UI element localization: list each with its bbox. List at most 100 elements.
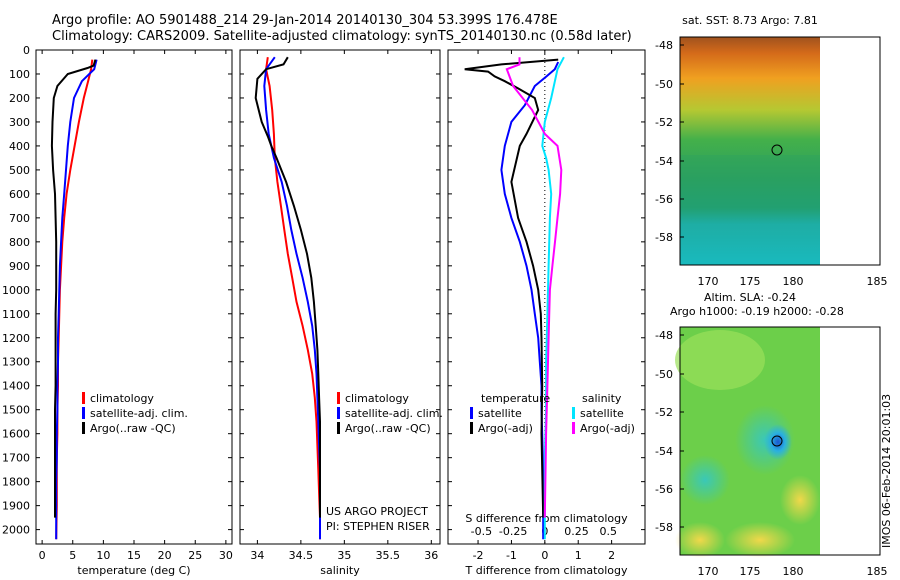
salinity-plot-frame: [239, 49, 441, 545]
temperature-legend-argo-swatch: [82, 422, 85, 434]
depth-tick-label: 400: [9, 140, 30, 153]
difference-legend-temperature-title: temperature: [481, 392, 550, 405]
salinity-legend-satellite-label: satellite-adj. clim.: [345, 407, 443, 420]
salinity-legend-argo-label: Argo(..raw -QC): [345, 422, 431, 435]
salinity-series-climatology: [265, 57, 321, 540]
temperature-legend-argo-label: Argo(..raw -QC): [90, 422, 176, 435]
depth-tick-label: 800: [9, 236, 30, 249]
depth-tick-label: 1200: [2, 332, 30, 345]
depth-tick-label: 1300: [2, 356, 30, 369]
depth-tick-label: 200: [9, 92, 30, 105]
sla-map-shading: [764, 424, 792, 460]
sst-map-lat-tick-label: -54: [655, 155, 673, 168]
sst-map-shading: [680, 155, 820, 265]
difference-x-axis-label: T difference from climatology: [465, 564, 628, 577]
sla-map-lat-tick-label: -56: [655, 483, 673, 496]
temperature-legend-climatology-label: climatology: [90, 392, 154, 405]
sla-map-shading: [680, 455, 730, 505]
sla-map-lon-tick-label: 180: [783, 565, 804, 578]
title-line-2: Climatology: CARS2009. Satellite-adjuste…: [52, 29, 632, 44]
difference-plot-frame: [447, 49, 646, 545]
sst-map-lat-tick-label: -48: [655, 39, 673, 52]
sst-map-lat-tick-label: -58: [655, 231, 673, 244]
difference-series-salinity-argo-adj-: [505, 57, 563, 518]
difference-legend-s-satellite-label: satellite: [580, 407, 624, 420]
sla-map-shading: [725, 522, 795, 558]
sst-map-field: [680, 37, 820, 265]
sla-map-lon-tick-label: 185: [867, 565, 888, 578]
temperature-legend-satellite-label: satellite-adj. clim.: [90, 407, 188, 420]
pi-label: PI: STEPHEN RISER: [326, 520, 430, 533]
depth-tick-label: 1600: [2, 428, 30, 441]
timestamp-text: IMOS 06-Feb-2014 20:01:03: [880, 394, 893, 548]
sla-map-lat-tick-label: -58: [655, 521, 673, 534]
difference-legend-t-argo-label: Argo(-adj): [478, 422, 533, 435]
salinity-legend-climatology-swatch: [337, 392, 340, 404]
temperature-x-tick-label: 15: [127, 549, 141, 562]
salinity-difference-tick-label: 0.25: [564, 525, 589, 538]
difference-x-tick-label: 0: [541, 549, 548, 562]
sst-map-lat-tick-label: -52: [655, 116, 673, 129]
depth-tick-label: 1900: [2, 500, 30, 513]
temperature-series-argo-raw-qc-: [50, 59, 97, 518]
difference-legend-s-satellite-swatch: [572, 407, 575, 419]
salinity-series-satellite-adj-clim-: [263, 56, 321, 540]
salinity-difference-axis-label: S difference from climatology: [465, 512, 628, 525]
temperature-x-tick-label: 20: [158, 549, 172, 562]
difference-legend-t-argo-swatch: [470, 422, 473, 434]
difference-legend-s-argo-label: Argo(-adj): [580, 422, 635, 435]
sla-map-title-2: Argo h1000: -0.19 h2000: -0.28: [670, 305, 844, 318]
difference-legend-s-argo-swatch: [572, 422, 575, 434]
salinity-legend-satellite-swatch: [337, 407, 340, 419]
sst-map-lat-tick-label: -56: [655, 193, 673, 206]
salinity-x-tick-label: 35.5: [376, 549, 401, 562]
depth-tick-label: 1100: [2, 308, 30, 321]
sla-map-lat-tick-label: -54: [655, 445, 673, 458]
salinity-x-tick-label: 35: [337, 549, 351, 562]
sla-map-lat-tick-label: -48: [655, 329, 673, 342]
difference-x-tick-label: 2: [608, 549, 615, 562]
temperature-plot-frame: [35, 49, 233, 545]
depth-tick-label: 2000: [2, 524, 30, 537]
temperature-legend-satellite-swatch: [82, 407, 85, 419]
depth-tick-label: 1400: [2, 380, 30, 393]
difference-legend-t-satellite-swatch: [470, 407, 473, 419]
title-line-1: Argo profile: AO 5901488_214 29-Jan-2014…: [52, 13, 558, 28]
salinity-x-tick-label: 36: [424, 549, 438, 562]
sla-map-lat-tick-label: -50: [655, 368, 673, 381]
sla-map-shading: [675, 330, 765, 390]
depth-tick-label: 1700: [2, 452, 30, 465]
sla-map-frame: [679, 326, 881, 556]
sst-map-title: sat. SST: 8.73 Argo: 7.81: [682, 14, 818, 27]
depth-tick-label: 700: [9, 212, 30, 225]
sla-map-shading: [780, 475, 820, 525]
salinity-x-axis-label: salinity: [320, 564, 360, 577]
depth-tick-label: 600: [9, 188, 30, 201]
sst-map-lon-tick-label: 185: [867, 275, 888, 288]
project-label: US ARGO PROJECT: [326, 505, 428, 518]
depth-tick-label: 900: [9, 260, 30, 273]
sst-map-lat-tick-label: -50: [655, 78, 673, 91]
salinity-difference-tick-label: -0.5: [471, 525, 492, 538]
temperature-x-tick-label: 25: [188, 549, 202, 562]
salinity-difference-tick-label: -0.25: [499, 525, 527, 538]
temperature-x-tick-label: 30: [219, 549, 233, 562]
temperature-x-axis-label: temperature (deg C): [77, 564, 190, 577]
difference-x-tick-label: 1: [575, 549, 582, 562]
salinity-x-tick-label: 34.5: [289, 549, 314, 562]
sst-map-lon-tick-label: 170: [698, 275, 719, 288]
depth-tick-label: 500: [9, 164, 30, 177]
sla-map-lat-tick-label: -52: [655, 406, 673, 419]
temperature-x-tick-label: 0: [39, 549, 46, 562]
depth-tick-label: 1000: [2, 284, 30, 297]
temperature-legend-climatology-swatch: [82, 392, 85, 404]
sst-map-frame: [679, 36, 881, 266]
depth-tick-label: 100: [9, 68, 30, 81]
sst-map-lon-tick-label: 180: [783, 275, 804, 288]
sla-argo-location-marker: [771, 435, 783, 447]
difference-x-tick-label: -1: [506, 549, 517, 562]
difference-series-temperature-argo-adj-: [464, 58, 559, 518]
depth-tick-label: 0: [23, 44, 30, 57]
sla-map-shading: [675, 522, 725, 558]
